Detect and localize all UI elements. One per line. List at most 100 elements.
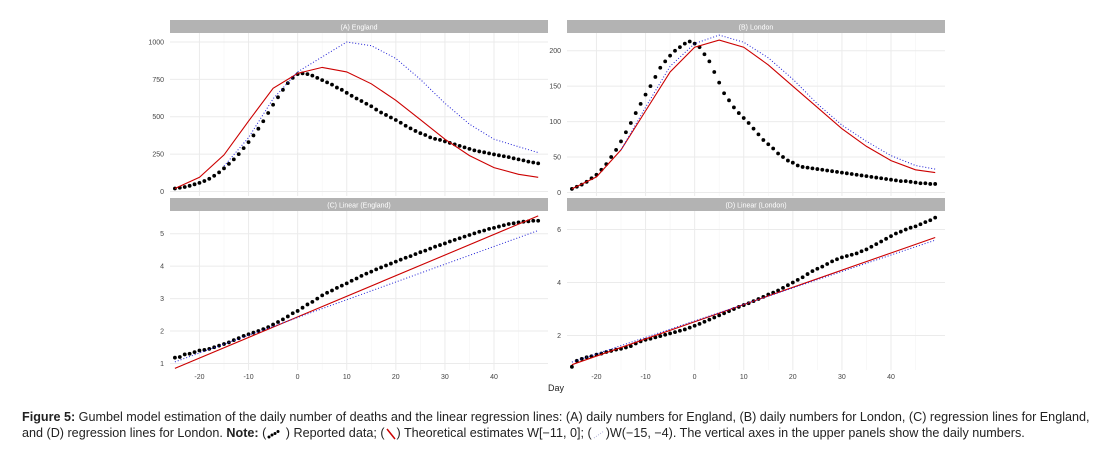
- y-tick-label: 2: [160, 329, 164, 336]
- data-point: [339, 283, 344, 288]
- data-point: [913, 224, 918, 229]
- data-point: [413, 252, 418, 257]
- data-point: [462, 145, 467, 150]
- data-point: [879, 239, 884, 244]
- y-tick-label: 100: [549, 119, 561, 126]
- dotted-estimate-line: [620, 34, 936, 170]
- plot-area: [567, 33, 945, 196]
- data-point: [281, 87, 285, 92]
- x-tick-label: 20: [392, 374, 400, 381]
- data-point: [682, 327, 687, 332]
- data-point: [913, 180, 918, 185]
- panel-B: (B) London 0 50 100 150 200: [549, 20, 945, 197]
- dotted-estimate-line: [174, 230, 539, 363]
- data-point: [487, 226, 491, 231]
- y-tick-label: 3: [160, 296, 164, 303]
- data-point: [668, 331, 672, 336]
- data-point: [781, 155, 785, 159]
- x-axis-label: Day: [548, 383, 565, 393]
- y-tick-label: 4: [160, 264, 164, 271]
- data-point: [246, 332, 251, 337]
- data-point: [182, 185, 187, 189]
- data-point: [379, 110, 383, 115]
- data-point: [795, 163, 800, 168]
- data-point: [344, 90, 349, 95]
- data-point: [482, 228, 487, 233]
- data-point: [173, 186, 177, 191]
- data-point: [516, 157, 521, 162]
- data-point: [624, 130, 628, 135]
- data-point: [830, 169, 834, 174]
- data-point: [526, 159, 531, 164]
- data-point: [903, 179, 908, 184]
- data-point: [854, 251, 859, 256]
- data-point: [835, 257, 839, 262]
- data-point: [820, 167, 825, 172]
- data-point: [310, 299, 315, 304]
- data-point: [786, 158, 790, 163]
- data-point: [835, 170, 839, 174]
- data-point: [335, 85, 339, 90]
- data-point: [511, 156, 516, 161]
- data-point: [339, 87, 344, 92]
- data-point: [844, 171, 849, 176]
- data-point: [501, 154, 506, 159]
- panel-title: (C) Linear (England): [327, 203, 390, 210]
- data-point: [305, 302, 310, 307]
- data-point: [236, 152, 241, 157]
- data-point: [452, 237, 457, 242]
- data-point: [840, 170, 844, 175]
- data-point: [898, 179, 903, 184]
- data-point: [849, 172, 854, 176]
- x-tick-label: 30: [838, 374, 846, 381]
- y-tick-label: 6: [557, 227, 561, 234]
- data-point: [810, 166, 815, 171]
- data-point: [746, 121, 751, 125]
- data-point: [330, 82, 334, 87]
- data-point: [918, 222, 923, 227]
- panel-strip: [567, 198, 945, 211]
- data-point: [384, 113, 388, 117]
- dotted-estimate-line: [223, 41, 539, 167]
- data-point: [894, 231, 898, 236]
- data-point: [933, 182, 938, 186]
- data-point: [231, 338, 236, 343]
- data-point: [864, 247, 869, 252]
- data-point: [761, 138, 766, 142]
- data-point: [403, 123, 408, 128]
- data-point: [305, 72, 310, 77]
- data-point: [246, 140, 251, 145]
- y-tick-label: 750: [152, 77, 164, 84]
- plot-area: [567, 211, 945, 370]
- data-point: [295, 309, 300, 313]
- data-point: [707, 59, 712, 64]
- caption-text: Gumbel model estimation of the daily num…: [22, 410, 1090, 440]
- data-point: [217, 170, 221, 175]
- data-point: [457, 236, 462, 241]
- data-point: [408, 254, 413, 259]
- data-point: [658, 65, 663, 70]
- data-point: [536, 161, 541, 166]
- data-point: [467, 146, 472, 151]
- data-point: [786, 283, 790, 288]
- data-point: [241, 146, 246, 151]
- data-point: [658, 334, 663, 338]
- data-point: [751, 126, 756, 131]
- data-point: [800, 165, 805, 169]
- data-point: [428, 135, 433, 140]
- data-point: [187, 351, 192, 356]
- data-point: [830, 259, 834, 264]
- data-point: [840, 255, 844, 260]
- dotted-estimate-line: [571, 239, 936, 363]
- data-point: [579, 356, 584, 361]
- data-point: [251, 133, 256, 138]
- y-tick-label: 200: [549, 48, 561, 55]
- data-point: [692, 323, 697, 328]
- data-point: [310, 73, 315, 78]
- data-point: [222, 342, 226, 346]
- reported-data-icon: [267, 429, 280, 439]
- x-tick-label: 0: [693, 374, 697, 381]
- caption-reported: ) Reported data; (: [282, 426, 385, 440]
- data-point: [570, 364, 574, 369]
- data-point: [457, 144, 462, 148]
